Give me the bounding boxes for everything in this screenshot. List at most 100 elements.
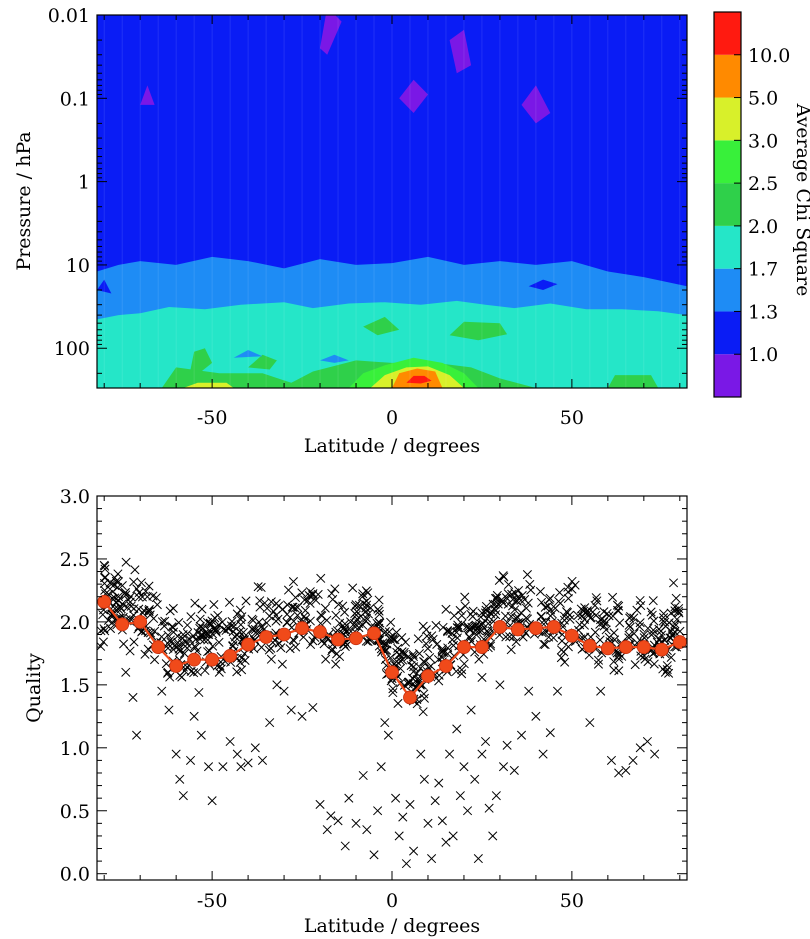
scatter-point — [460, 592, 470, 602]
scatter-point-stroke — [356, 611, 366, 621]
scatter-point-stroke — [376, 762, 386, 772]
colorbar-box — [714, 311, 741, 355]
scatter-point — [505, 632, 515, 642]
scatter-point-stroke — [192, 667, 202, 677]
scatter-point-stroke — [129, 637, 139, 647]
scatter-point-stroke — [218, 762, 228, 772]
scatter-point-stroke — [340, 607, 350, 617]
scatter-point-stroke — [614, 768, 624, 778]
mean-quality-point — [331, 632, 345, 647]
scatter-point-stroke — [392, 656, 402, 667]
scatter-point — [320, 603, 330, 613]
scatter-point-stroke — [239, 632, 249, 642]
scatter-point-stroke — [513, 612, 523, 623]
scatter-point — [670, 602, 680, 612]
scatter-point-stroke — [369, 850, 379, 860]
scatter-point — [177, 672, 187, 682]
scatter-point — [308, 636, 318, 646]
scatter-point — [126, 601, 136, 611]
scatter-point-stroke — [664, 618, 674, 628]
scatter-point-stroke — [492, 593, 502, 603]
scatter-point — [361, 636, 371, 646]
scatter-point — [361, 616, 371, 626]
scatter-point — [266, 643, 276, 653]
scatter-point-stroke — [214, 667, 224, 677]
scatter-point-stroke — [412, 699, 422, 709]
mean-quality-point — [546, 620, 561, 634]
scatter-point-stroke — [350, 608, 360, 619]
scatter-point-stroke — [262, 618, 272, 628]
scatter-point — [351, 600, 361, 610]
scatter-point-stroke — [300, 605, 310, 615]
colorbar-box — [714, 140, 741, 184]
scatter-point — [362, 825, 372, 835]
scatter-point-stroke — [322, 825, 332, 835]
scatter-point-stroke — [272, 680, 282, 690]
scatter-point-stroke — [288, 577, 298, 587]
scatter-point-stroke — [413, 634, 423, 644]
scatter-point-stroke — [595, 635, 605, 645]
scatter-point-stroke — [421, 639, 431, 649]
scatter-point — [452, 623, 462, 633]
scatter-point — [361, 603, 371, 613]
scatter-point — [327, 588, 337, 598]
mean-quality-point — [636, 640, 651, 654]
scatter-point-stroke — [243, 758, 253, 768]
scatter-point-stroke — [178, 791, 188, 801]
scatter-point — [452, 633, 462, 643]
scatter-point — [262, 618, 272, 628]
scatter-point — [108, 587, 118, 597]
scatter-point-stroke — [408, 649, 418, 659]
colorbar-tick-label: 1.3 — [748, 301, 778, 323]
scatter-point — [189, 668, 199, 678]
scatter-point-stroke — [287, 602, 297, 612]
scatter-point — [291, 642, 301, 652]
scatter-point — [113, 592, 124, 602]
scatter-point-stroke — [164, 705, 174, 715]
scatter-point-stroke — [269, 606, 279, 617]
scatter-point — [393, 698, 403, 709]
scatter-point-stroke — [419, 689, 429, 699]
scatter-point-stroke — [157, 686, 167, 696]
scatter-point-stroke — [599, 607, 609, 617]
scatter-point — [342, 626, 352, 636]
mean-quality-point — [618, 640, 633, 654]
scatter-point-stroke — [179, 648, 190, 659]
scatter-point — [445, 749, 455, 759]
scatter-point-stroke — [423, 644, 433, 654]
scatter-point — [327, 646, 337, 656]
scatter-point-stroke — [125, 646, 135, 656]
scatter-point — [199, 628, 210, 638]
scatter-point-stroke — [570, 580, 580, 590]
scatter-point-stroke — [316, 610, 326, 620]
scatter-point-stroke — [418, 707, 428, 717]
scatter-point-stroke — [144, 606, 154, 616]
scatter-point — [406, 660, 416, 671]
scatter-point — [501, 632, 511, 642]
quality-y-tick-label: 2.5 — [60, 549, 90, 571]
scatter-point — [595, 635, 605, 645]
scatter-point — [488, 599, 498, 609]
colorbar-tick-label: 1.7 — [748, 259, 778, 281]
scatter-point — [614, 654, 624, 664]
scatter-point-stroke — [408, 652, 418, 662]
scatter-point — [659, 609, 669, 619]
mean-quality-point — [493, 620, 507, 634]
scatter-point-stroke — [208, 641, 218, 651]
scatter-point-stroke — [510, 605, 520, 615]
scatter-point-stroke — [481, 605, 491, 615]
scatter-point — [643, 657, 653, 667]
scatter-point — [256, 582, 266, 593]
scatter-point — [224, 597, 235, 607]
scatter-point-stroke — [477, 672, 487, 682]
scatter-point-stroke — [121, 557, 131, 567]
scatter-point-stroke — [361, 600, 372, 610]
scatter-point-stroke — [521, 613, 531, 623]
scatter-point — [408, 649, 418, 659]
scatter-point — [374, 606, 384, 616]
scatter-point — [614, 768, 624, 778]
quality-y-tick-label: 0.5 — [60, 801, 90, 823]
scatter-point — [374, 609, 384, 619]
scatter-point — [195, 614, 205, 624]
